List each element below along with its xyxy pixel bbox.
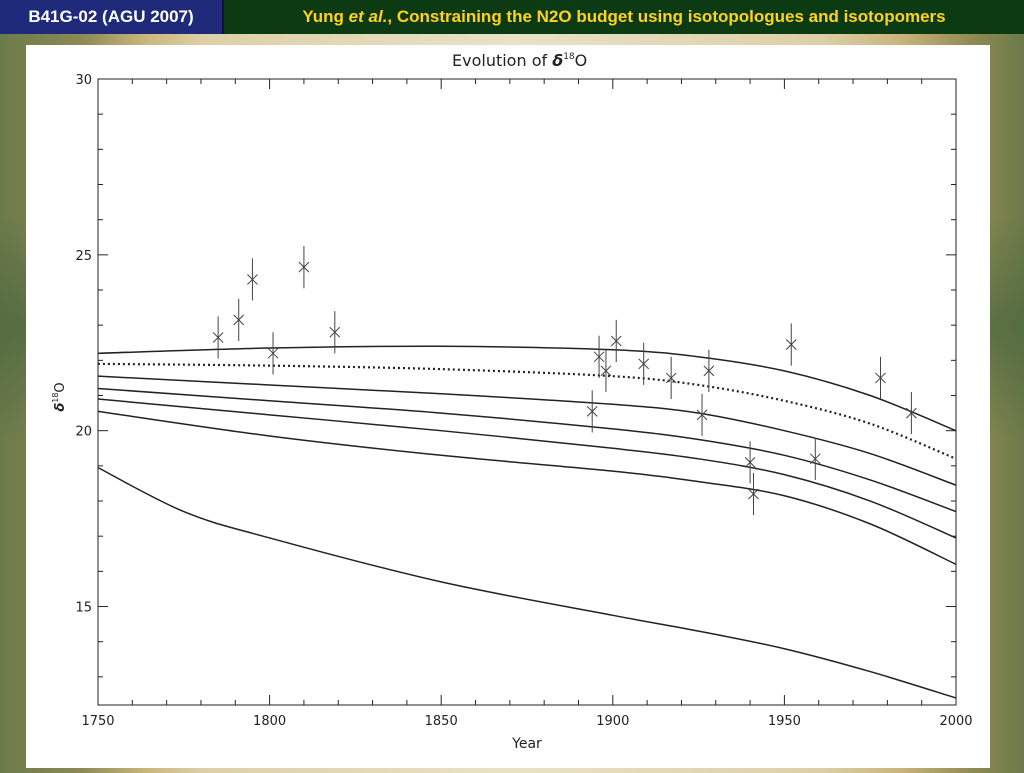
chart-title-main: Evolution of: [452, 51, 552, 70]
x-tick-label: 1800: [253, 714, 286, 729]
data-point-marker: [610, 335, 622, 347]
x-tick-label: 1900: [596, 714, 629, 729]
data-point-marker: [329, 326, 341, 338]
session-label: B41G-02 (AGU 2007): [0, 0, 224, 34]
data-point-marker: [748, 488, 759, 500]
data-point-marker: [586, 405, 598, 417]
y-axis-label-tail: O: [53, 382, 68, 392]
series-line-4: [97, 387, 957, 513]
series-line-6: [97, 410, 957, 566]
data-point-marker: [875, 372, 886, 384]
series-line-3: [97, 375, 957, 486]
data-point-marker: [696, 409, 708, 421]
data-point-marker: [638, 358, 650, 370]
chart-title-sup: 18: [563, 52, 575, 62]
x-tick-label: 2000: [939, 714, 972, 729]
data-point-marker: [593, 351, 605, 363]
title-rest: , Constraining the N2O budget using isot…: [387, 7, 946, 26]
data-point-marker: [906, 407, 917, 419]
data-point-marker: [212, 332, 224, 343]
data-point-marker: [703, 365, 715, 377]
slide-header: B41G-02 (AGU 2007) Yung et al., Constrai…: [0, 0, 1024, 34]
y-axis-label-sup: 18: [51, 393, 60, 403]
data-point-marker: [247, 274, 258, 285]
delta18o-chart: Evolution of δ18O Year δ18O 1750 1800 1850…: [51, 51, 973, 752]
y-axis-label-delta: δ: [53, 403, 68, 412]
data-point-marker: [267, 347, 279, 359]
x-axis-label: Year: [511, 736, 542, 752]
slide-title: Yung et al., Constraining the N2O budget…: [224, 0, 1024, 34]
x-tick-label: 1750: [81, 714, 114, 729]
series-line-2: [97, 362, 957, 460]
data-point-marker: [298, 261, 310, 273]
series-line-1: [97, 345, 957, 432]
title-etal: et al.: [348, 7, 388, 26]
chart-title-delta: δ: [552, 51, 563, 70]
data-point-marker: [744, 456, 756, 468]
data-point-marker: [665, 372, 677, 384]
title-author: Yung: [302, 7, 349, 26]
y-tick-label: 20: [75, 425, 92, 440]
data-point-marker: [785, 339, 797, 350]
chart-title-tail: O: [575, 51, 588, 70]
y-tick-label: 15: [75, 601, 92, 616]
y-axis-label: δ18O: [51, 382, 68, 411]
x-tick-label: 1850: [425, 714, 458, 729]
y-tick-label: 25: [75, 249, 92, 264]
data-point-marker: [809, 453, 821, 465]
x-tick-label: 1950: [768, 714, 801, 729]
plot-frame: [97, 78, 957, 706]
data-point-marker: [233, 314, 245, 326]
series-line-5: [97, 398, 957, 539]
y-tick-label: 30: [75, 73, 92, 88]
data-point-marker: [600, 365, 612, 377]
chart-title: Evolution of δ18O: [452, 51, 587, 70]
chart-panel: Evolution of δ18O Year δ18O 1750 1800 1850…: [26, 45, 990, 768]
series-line-7: [97, 466, 957, 699]
